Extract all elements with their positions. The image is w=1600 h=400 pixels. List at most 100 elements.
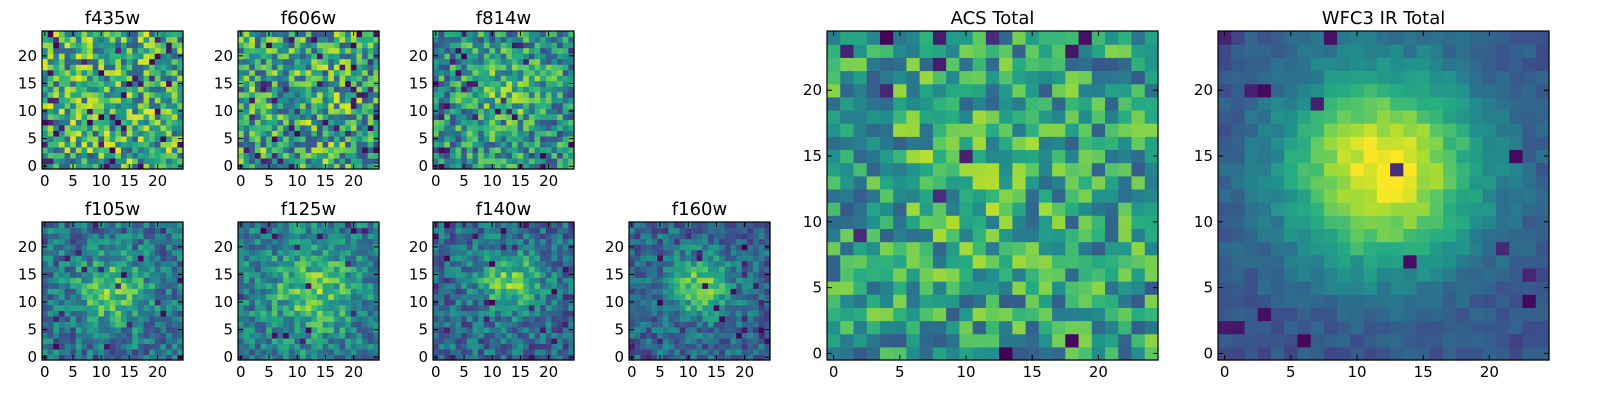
pixel-cell: [640, 332, 647, 339]
pixel-cell: [120, 277, 128, 284]
pixel-cell: [702, 227, 709, 234]
pixel-cell: [545, 299, 553, 306]
pixel-cell: [362, 36, 369, 43]
pixel-cell: [47, 119, 54, 126]
pixel-cell: [70, 249, 77, 256]
pixel-cell: [523, 152, 530, 159]
pixel-cell: [154, 310, 162, 317]
pixel-cell: [866, 307, 881, 322]
pixel-cell: [53, 53, 60, 60]
pixel-cell: [528, 227, 536, 234]
pixel-cell: [932, 254, 947, 269]
pixel-cell: [444, 277, 451, 284]
pixel-cell: [853, 202, 868, 216]
pixel-cell: [449, 321, 457, 328]
pixel-cell: [534, 124, 541, 131]
pixel-cell: [75, 42, 83, 49]
pixel-cell: [171, 271, 178, 278]
pixel-cell: [120, 119, 128, 126]
pixel-cell: [483, 222, 490, 229]
pixel-cell: [932, 307, 947, 322]
pixel-cell: [1012, 333, 1027, 348]
pixel-cell: [719, 255, 726, 262]
pixel-cell: [283, 157, 290, 165]
pixel-cell: [511, 310, 519, 317]
pixel-cell: [489, 255, 496, 262]
pixel-cell: [300, 343, 307, 350]
pixel-cell: [339, 124, 346, 131]
pixel-cell: [489, 146, 496, 154]
pixel-cell: [367, 86, 374, 93]
pixel-cell: [260, 337, 267, 345]
pixel-cell: [1025, 215, 1040, 229]
pixel-cell: [478, 315, 485, 322]
pixel-cell: [540, 152, 547, 159]
pixel-cell: [449, 146, 457, 154]
pixel-cell: [87, 42, 94, 49]
x-tick-label: 0: [40, 172, 50, 190]
pixel-cell: [166, 124, 173, 131]
pixel-cell: [1078, 202, 1093, 216]
pixel-cell: [506, 249, 513, 256]
pixel-cell: [551, 53, 558, 60]
pixel-cell: [143, 108, 150, 115]
pixel-cell: [523, 91, 530, 98]
pixel-cell: [58, 42, 66, 49]
pixel-cell: [449, 238, 457, 245]
pixel-cell: [367, 69, 374, 76]
pixel-cell: [551, 42, 558, 49]
pixel-cell: [47, 310, 54, 317]
pixel-cell: [70, 288, 77, 295]
pixel-cell: [305, 238, 312, 245]
pixel-cell: [271, 277, 279, 284]
pixel-cell: [557, 249, 564, 256]
pixel-cell: [523, 337, 530, 345]
pixel-cell: [741, 255, 749, 262]
pixel-cell: [999, 241, 1013, 256]
pixel-cell: [328, 310, 335, 317]
pixel-cell: [517, 91, 524, 98]
pixel-cell: [724, 343, 732, 350]
pixel-cell: [702, 304, 709, 311]
pixel-cell: [249, 282, 256, 289]
y-tick-label: 0: [418, 157, 428, 175]
pixel-cell: [120, 31, 128, 38]
pixel-cell: [455, 332, 462, 339]
pixel-cell: [154, 332, 162, 339]
pixel-cell: [243, 222, 250, 229]
pixel-cell: [64, 31, 71, 38]
pixel-cell: [651, 260, 658, 267]
pixel-cell: [238, 102, 245, 109]
pixel-cell: [534, 326, 541, 333]
pixel-cell: [511, 152, 519, 159]
pixel-cell: [109, 238, 116, 245]
pixel-cell: [154, 113, 162, 120]
pixel-cell: [87, 80, 94, 87]
pixel-cell: [557, 113, 564, 120]
pixel-cell: [758, 271, 765, 278]
pixel-cell: [466, 321, 474, 328]
pixel-cell: [339, 64, 346, 71]
pixel-cell: [972, 267, 987, 282]
pixel-cell: [367, 310, 374, 317]
pixel-cell: [568, 337, 575, 345]
pixel-cell: [1118, 175, 1133, 190]
pixel-cell: [736, 277, 743, 284]
pixel-cell: [702, 266, 709, 273]
pixel-cell: [478, 354, 485, 361]
pixel-cell: [1012, 188, 1027, 203]
pixel-cell: [879, 215, 894, 229]
pixel-cell: [959, 346, 974, 361]
pixel-cell: [149, 80, 156, 87]
pixel-cell: [254, 108, 262, 115]
pixel-cell: [511, 130, 519, 137]
pixel-cell: [1012, 346, 1027, 361]
pixel-cell: [92, 102, 99, 109]
pixel-cell: [707, 260, 715, 267]
pixel-cell: [328, 354, 335, 361]
pixel-cell: [511, 80, 519, 87]
pixel-cell: [540, 135, 547, 142]
pixel-cell: [171, 64, 178, 71]
pixel-cell: [160, 304, 167, 311]
pixel-cell: [523, 288, 530, 295]
